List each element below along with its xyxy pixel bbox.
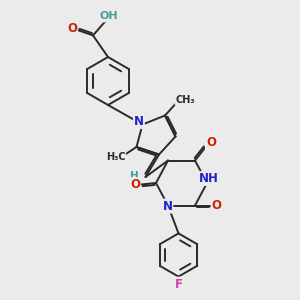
Text: F: F [175,278,182,291]
Text: OH: OH [100,11,118,22]
Text: O: O [212,199,222,212]
Text: O: O [130,178,140,191]
Text: O: O [206,136,216,149]
Text: CH₃: CH₃ [176,95,195,105]
Text: H₃C: H₃C [106,152,125,162]
Text: H: H [130,171,139,182]
Text: N: N [162,200,172,213]
Text: NH: NH [199,172,218,185]
Text: O: O [67,22,77,35]
Text: N: N [134,115,144,128]
